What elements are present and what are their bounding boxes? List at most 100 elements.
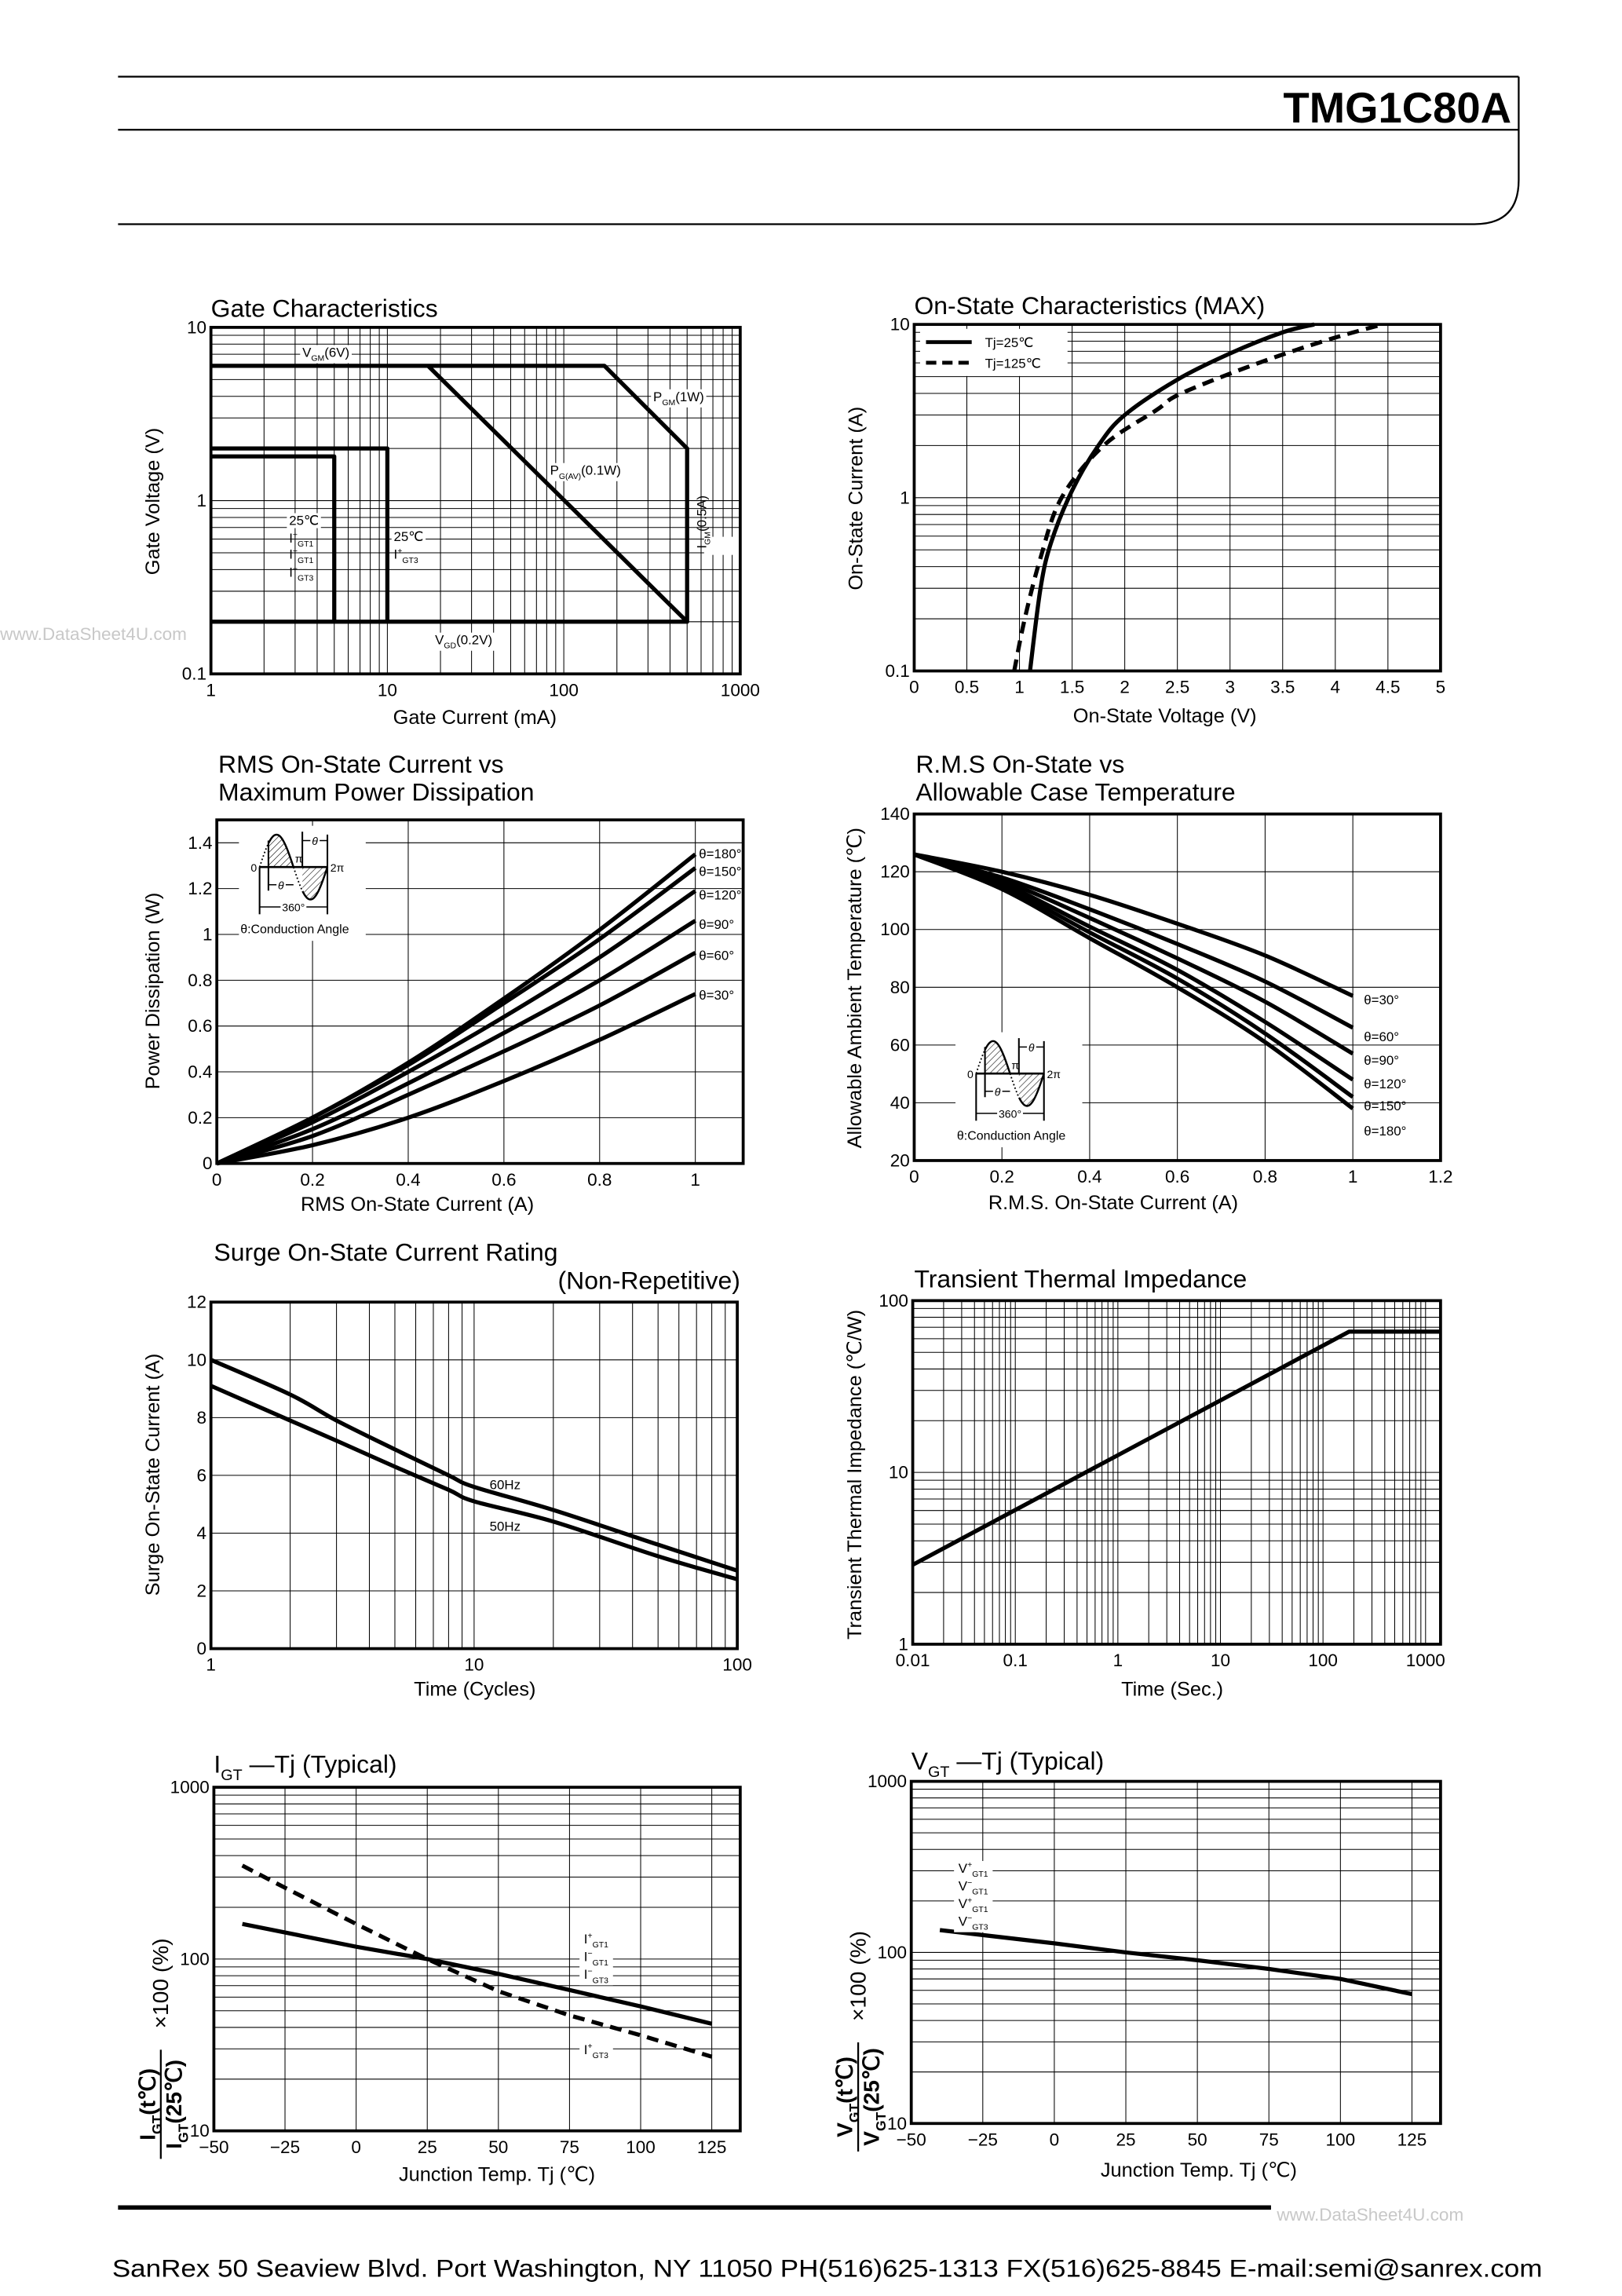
waveform (301, 866, 329, 901)
x-tick-label: 0.6 (491, 1170, 516, 1190)
legend-label: Tj=25℃ (985, 335, 1034, 350)
annotation-label: I+GT1 (289, 531, 313, 549)
annotation-label: I+GT3 (394, 547, 418, 565)
series-line-5 (913, 852, 1354, 1110)
x-axis-label: Gate Current (mA) (393, 707, 557, 729)
series-label: V−GT3 (959, 1914, 988, 1932)
series-line-2 (216, 889, 697, 1166)
series-line-5 (216, 992, 696, 1166)
chart-on-state-characteristics: Tj=25℃ Tj=125℃ 0 0.5 1 1.5 2 2.5 3 3.5 4 4.5 5 0.1 1 10… (846, 291, 1445, 727)
x-tick-label: 0.1 (1003, 1651, 1028, 1670)
x-tick-label: 0 (212, 1170, 222, 1190)
series-label: I−GT3 (584, 1967, 608, 1985)
label-background (579, 1932, 613, 1951)
waveform (268, 833, 294, 868)
x-axis-label: R.M.S. On-State Current (A) (988, 1192, 1238, 1214)
y-tick-label: 4 (197, 1523, 207, 1543)
conduction-area (985, 1040, 1010, 1074)
plot-border (209, 326, 742, 676)
x-tick-label: −50 (897, 2130, 926, 2149)
x-tick-label: 0.01 (896, 1651, 930, 1670)
y-tick-label: 10 (887, 2114, 907, 2133)
label-background (433, 632, 495, 651)
y-axis-label: Gate Voltage (V) (142, 428, 164, 575)
y-tick-label: 100 (879, 1291, 908, 1311)
y-label-denominator: VGT(25℃) (859, 2048, 888, 2146)
y-label-denominator: IGT(25℃) (162, 2060, 191, 2149)
waveform (984, 1040, 1011, 1074)
x-tick-label: 1 (1348, 1167, 1358, 1186)
y-tick-label: 0.8 (188, 971, 212, 990)
annotation-label: 25℃ (394, 529, 424, 544)
y-label-suffix: ×100 (%) (846, 1931, 870, 2021)
label-background (310, 835, 320, 848)
conduction-angle-diagram: θ θ 360° 0 π 2π θ:Conduction Angle (239, 825, 366, 941)
x-tick-label: 2 (1120, 678, 1130, 697)
x-tick-label: 100 (626, 2137, 656, 2157)
x-tick-label: 3.5 (1270, 678, 1295, 697)
plot-border (911, 1299, 1442, 1646)
y-axis-label: Transient Thermal Impedance (℃/W) (844, 1310, 866, 1640)
x-tick-label: 1 (1014, 678, 1025, 697)
series-line-1 (210, 1384, 738, 1581)
chart-title: Transient Thermal Impedance (914, 1264, 1247, 1292)
chart-title: R.M.S On-State vs (915, 750, 1124, 778)
inset-label: 2π (1047, 1068, 1061, 1080)
y-tick-label: 1 (197, 491, 207, 510)
conduction-area (268, 834, 294, 868)
x-tick-label: 100 (1308, 1651, 1338, 1670)
x-axis-label: On-State Voltage (V) (1073, 705, 1257, 727)
y-tick-label: 10 (889, 1463, 908, 1483)
series-label: V+GT1 (959, 1896, 988, 1914)
x-tick-label: 0.8 (587, 1170, 612, 1190)
chart-title: IGT —Tj (Typical) (214, 1749, 396, 1784)
y-axis-label: IGT(t℃)IGT(25℃)×100 (%) (135, 1938, 192, 2159)
plot-border (909, 1779, 1442, 2126)
x-tick-label: 125 (697, 2137, 727, 2157)
label-background (1027, 1040, 1036, 1054)
x-axis-label: Time (Cycles) (414, 1679, 535, 1701)
annotation-label: PGM(1W) (653, 389, 704, 408)
y-axis-label: Surge On-State Current (A) (142, 1354, 164, 1596)
annotation-label: VGD(0.2V) (435, 633, 492, 651)
y-label-numerator: VGT(t℃) (833, 2057, 862, 2137)
chart-rms-current-vs-case-temperature: θ θ 360° 0 π 2π θ:Conduction Angle θ=30° θ=60° θ=… (844, 750, 1453, 1214)
series-line-3 (216, 919, 697, 1166)
chart-title: (Non-Repetitive) (558, 1266, 740, 1294)
y-tick-label: 2 (197, 1581, 207, 1601)
chart-transient-thermal-impedance: 0.01 0.1 1 10 100 1000 1 10 100 Time (Sec.) Transi… (844, 1264, 1445, 1700)
x-tick-label: 5 (1436, 678, 1446, 697)
annotation-label: I−GT1 (289, 547, 313, 565)
y-label-suffix: ×100 (%) (148, 1938, 173, 2028)
series-label: I−GT1 (584, 1950, 608, 1968)
series-line-Tj25 (1028, 322, 1315, 671)
plot-border (212, 1786, 742, 2133)
chart-surge-on-state-current: 60Hz 50Hz 1 10 100 0 2 4 6 8 10 12 Time (Cycles) Surg… (142, 1238, 752, 1701)
y-tick-label: 20 (890, 1150, 910, 1170)
series-label: θ=60° (1364, 1029, 1399, 1044)
y-tick-label: 0.6 (188, 1016, 212, 1036)
legend-background (919, 328, 1068, 376)
y-tick-label: 0.4 (188, 1062, 212, 1082)
x-tick-label: 0.2 (990, 1167, 1014, 1186)
inset-label: θ (278, 879, 284, 891)
y-tick-label: 1000 (868, 1771, 907, 1791)
label-background (954, 1896, 993, 1915)
series-line-4 (913, 852, 1354, 1099)
x-tick-label: 10 (378, 680, 397, 700)
x-tick-label: 2.5 (1165, 678, 1189, 697)
inset-label: θ (312, 835, 318, 847)
label-background (300, 345, 352, 364)
annotation-label: VGM(6V) (302, 345, 349, 363)
y-tick-label: 100 (877, 1943, 907, 1962)
x-tick-label: 0.4 (396, 1170, 420, 1190)
x-tick-label: 3 (1225, 678, 1235, 697)
x-tick-label: 0.2 (300, 1170, 324, 1190)
y-tick-label: 1.4 (188, 833, 212, 853)
chart-title: Maximum Power Dissipation (218, 778, 534, 806)
y-tick-label: 12 (187, 1292, 206, 1312)
series-line-Tj125 (1012, 322, 1383, 671)
